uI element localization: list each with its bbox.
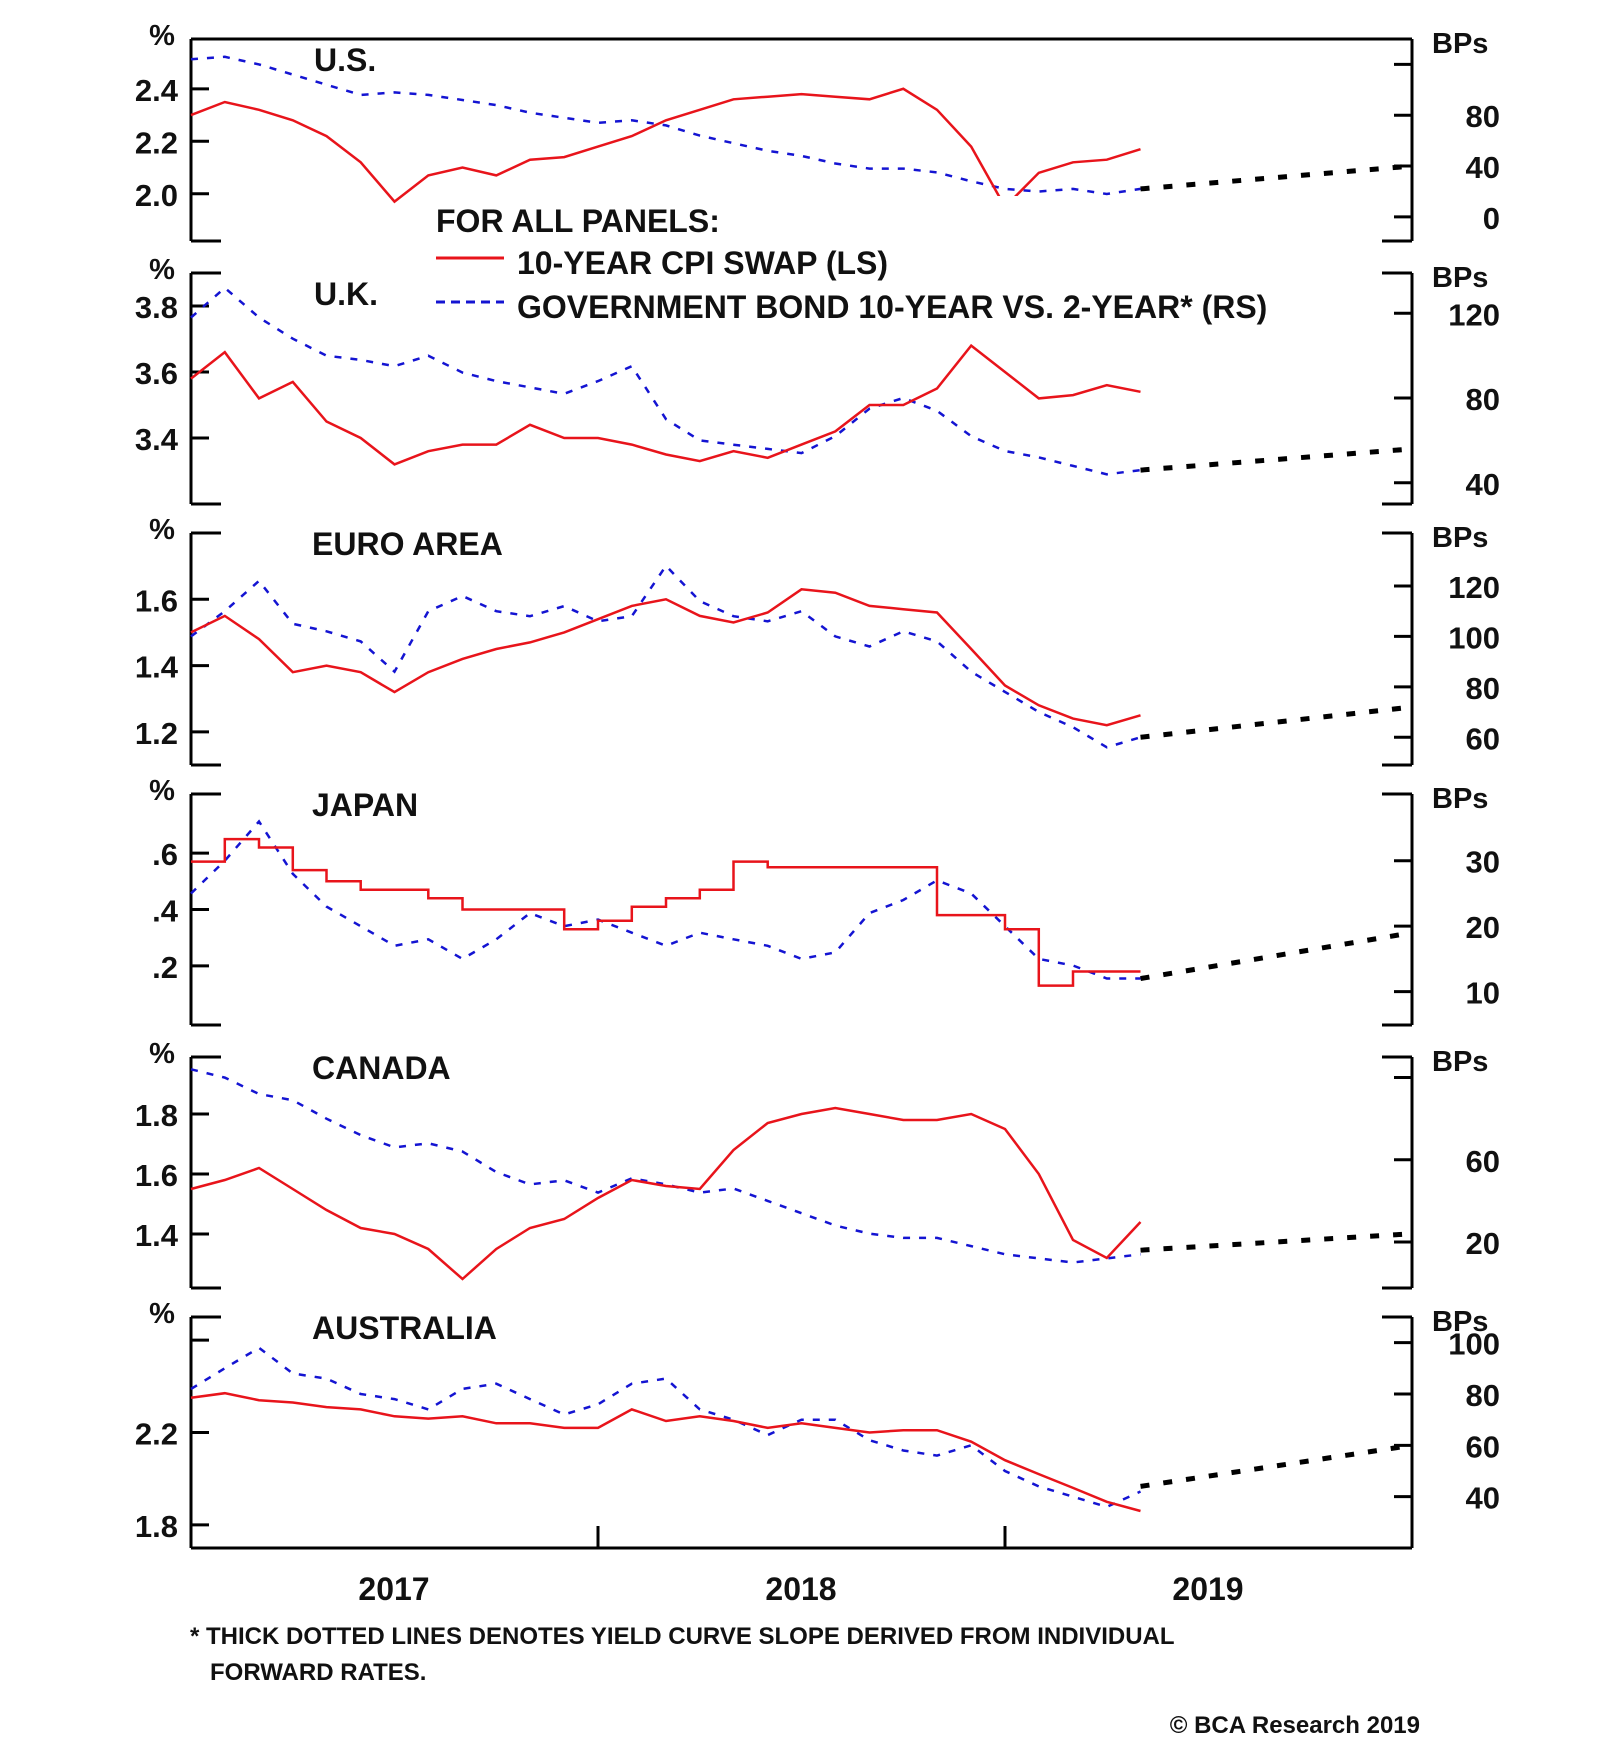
panel-australia: % BPs AUSTRALIA 1.8 2.2 40 60 80 100 [135,1298,1500,1550]
right-unit-label: BPs [1432,783,1488,815]
right-unit-label: BPs [1432,1306,1488,1338]
right-tick-label: 80 [1466,382,1500,417]
footnote-line-2: FORWARD RATES. [210,1659,426,1686]
forward-slope-line [1140,704,1413,740]
x-tick-label: 2018 [765,1571,836,1607]
left-tick-label: 1.8 [135,1098,178,1133]
right-unit-label: BPs [1432,28,1488,60]
right-unit-label: BPs [1432,262,1488,294]
left-tick-label: 2.4 [135,73,179,108]
left-tick-label: 2.0 [135,178,178,213]
left-tick-label: 1.2 [135,716,178,751]
yield-slope-line [190,1346,1142,1509]
right-tick-label: 0 [1483,201,1500,236]
cpi-swap-line [190,343,1141,466]
legend-heading: FOR ALL PANELS: [436,203,720,239]
x-tick-label: 2017 [358,1571,429,1607]
right-tick-label: 20 [1466,910,1500,945]
left-tick-label: 3.4 [135,422,179,457]
yield-slope-line [190,1068,1141,1264]
legend-background [430,196,1310,326]
right-tick-label: 100 [1448,1327,1500,1362]
left-tick-label: 3.6 [135,356,178,391]
cpi-swap-line [190,588,1141,727]
cpi-swap-line [191,837,1141,987]
right-tick-label: 80 [1466,99,1500,134]
panel-title: U.S. [314,42,376,78]
right-tick-label: 30 [1466,845,1500,880]
cpi-swap-line [190,87,1141,209]
panel-euro-area: % BPs EURO AREA 1.2 1.4 1.6 60 80 100 120 [135,514,1500,767]
legend-label-yield-slope: GOVERNMENT BOND 10-YEAR VS. 2-YEAR* (RS) [517,289,1267,325]
right-unit-label: BPs [1432,522,1488,554]
left-unit-label: % [149,20,175,52]
right-tick-label: 60 [1466,1144,1500,1179]
panels: % BPs U.S. 2.0 2.2 2.4 0 40 80% BPs U.K. 3.4 3.6 3.8 4… [135,20,1500,1550]
right-unit-label: BPs [1432,1046,1488,1078]
cpi-swap-line [190,1391,1141,1513]
x-tick-label: 2019 [1172,1571,1243,1607]
legend-label-cpi-swap: 10-YEAR CPI SWAP (LS) [517,245,888,281]
left-unit-label: % [149,254,175,286]
forward-slope-line [1140,930,1413,982]
right-tick-label: 120 [1448,570,1500,605]
left-tick-label: 3.8 [135,290,178,325]
source-credit: © BCA Research 2019 [1170,1712,1420,1739]
yield-slope-line [190,55,1141,196]
yield-slope-line [190,286,1141,476]
right-tick-label: 40 [1466,467,1500,502]
footnote-line-1: * THICK DOTTED LINES DENOTES YIELD CURVE… [190,1623,1175,1650]
panel-title: U.K. [314,276,378,312]
right-tick-label: 40 [1466,1481,1500,1516]
left-tick-label: 1.4 [135,1218,179,1253]
left-unit-label: % [149,1038,175,1070]
right-tick-label: 40 [1466,150,1500,185]
cpi-swap-line [190,1106,1142,1281]
left-unit-label: % [149,1298,175,1330]
right-tick-label: 60 [1466,1429,1500,1464]
panel-title: AUSTRALIA [312,1310,497,1346]
left-tick-label: .4 [152,894,179,929]
left-tick-label: 1.8 [135,1509,178,1544]
yield-slope-line [190,563,1141,749]
right-tick-label: 80 [1466,1378,1500,1413]
right-tick-label: 100 [1448,620,1500,655]
panel-canada: % BPs CANADA 1.4 1.6 1.8 20 60 [135,1038,1500,1290]
panel-title: CANADA [312,1050,451,1086]
left-tick-label: 2.2 [135,125,178,160]
right-tick-label: 10 [1466,976,1500,1011]
forward-slope-line [1140,1442,1413,1489]
right-tick-label: 20 [1466,1226,1500,1261]
right-tick-label: 80 [1466,671,1500,706]
panel-u-s: % BPs U.S. 2.0 2.2 2.4 0 40 80 [135,20,1500,243]
panel-japan: % BPs JAPAN .2 .4 .6 10 20 30 [149,775,1500,1027]
left-tick-label: 1.4 [135,650,179,685]
left-unit-label: % [149,514,175,546]
left-tick-label: 1.6 [135,1158,178,1193]
left-tick-label: 2.2 [135,1417,178,1452]
forward-slope-line [1140,1231,1413,1253]
left-tick-label: .2 [152,950,178,985]
right-tick-label: 60 [1466,721,1500,756]
panel-title: EURO AREA [312,526,503,562]
left-tick-label: .6 [152,837,178,872]
panel-title: JAPAN [312,787,418,823]
right-tick-label: 120 [1448,297,1500,332]
x-axis-labels: 2017 2018 2019 [358,1571,1243,1607]
forward-slope-line [1140,163,1413,192]
left-unit-label: % [149,775,175,807]
legend: FOR ALL PANELS: 10-YEAR CPI SWAP (LS) GO… [430,196,1310,326]
panel-u-k: % BPs U.K. 3.4 3.6 3.8 40 80 120 [135,254,1500,506]
forward-slope-line [1140,446,1413,473]
left-tick-label: 1.6 [135,583,178,618]
